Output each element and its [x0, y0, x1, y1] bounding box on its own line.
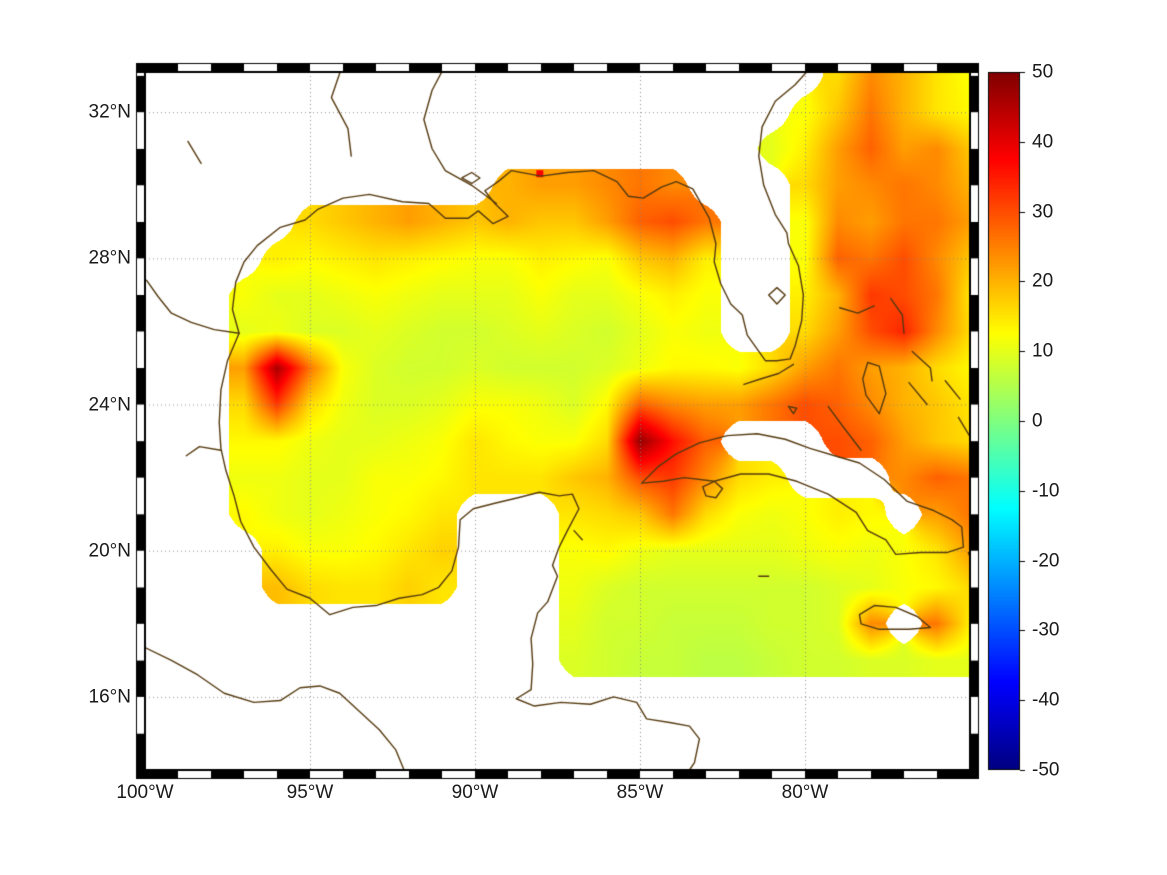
x-tick-label: 100°W [116, 782, 174, 803]
colorbar-tick-label: 20 [1032, 270, 1054, 292]
y-tick-label: 20°N [88, 540, 131, 562]
colorbar-tick-label: 10 [1032, 340, 1054, 362]
colorbar-tick-label: -30 [1032, 619, 1060, 641]
y-tick-label: 32°N [88, 101, 131, 123]
x-tick-label: 95°W [286, 782, 334, 803]
y-tick-label: 24°N [88, 394, 131, 416]
x-tick-label: 85°W [616, 782, 664, 803]
colorbar-tick-label: -20 [1032, 550, 1060, 572]
colorbar-tick-label: 0 [1032, 410, 1043, 432]
x-tick-label: 80°W [781, 782, 829, 803]
colorbar-tick-label: 40 [1032, 131, 1054, 153]
colorbar-tick-label: -50 [1032, 759, 1060, 781]
colorbar-tick-label: -10 [1032, 480, 1060, 502]
x-tick-label: 90°W [451, 782, 499, 803]
colorbar-tick-label: -40 [1032, 689, 1060, 711]
y-tick-label: 16°N [88, 686, 131, 708]
y-tick-label: 28°N [88, 247, 131, 269]
colorbar-tick-label: 50 [1032, 61, 1054, 83]
colorbar-tick-label: 30 [1032, 201, 1054, 223]
